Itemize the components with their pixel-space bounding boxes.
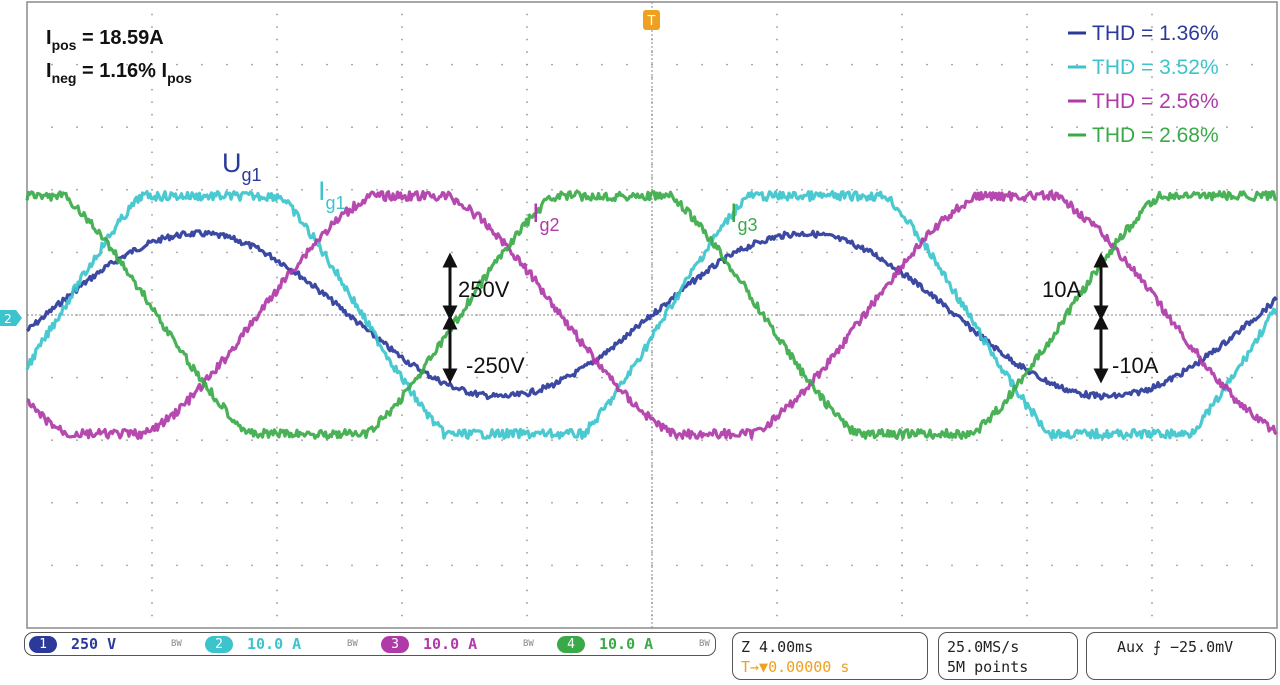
current-neg-label: -10A [1112, 353, 1159, 378]
waveforms [25, 190, 1278, 440]
legend: THD = 1.36% THD = 3.52% THD = 2.56% THD = 2… [1068, 22, 1219, 147]
timebase-readout[interactable]: Z 4.00ms T→▼0.00000 s [732, 632, 928, 680]
status-bar: 1 250 V BW 2 10.0 A BW 3 10.0 A BW 4 10.… [24, 632, 1276, 680]
ig3-label: Ig3 [730, 198, 758, 235]
channel-3-scale: 10.0 A [423, 635, 478, 653]
legend-label: THD = 3.52% [1092, 56, 1219, 79]
trigger-position-value: 0.00000 s [768, 658, 850, 676]
svg-text:2: 2 [4, 312, 12, 326]
channel-2-ground-marker-icon[interactable]: 2 [0, 310, 22, 326]
record-length: 5M points [947, 658, 1029, 676]
timebase-value: Z 4.00ms [741, 638, 814, 656]
ug1-label: Ug1 [222, 148, 262, 185]
channel-1-badge: 1 [29, 635, 57, 653]
svg-text:T: T [647, 14, 656, 29]
waveform-i-g3 [25, 190, 1278, 440]
channel-2-badge: 2 [205, 635, 233, 653]
channel-2-readout[interactable]: 2 10.0 A BW [205, 635, 373, 653]
ig2-label: Ig2 [532, 198, 560, 235]
waveform-i-g1 [25, 190, 1278, 440]
current-pos-label: 10A [1042, 277, 1081, 302]
channel-readouts: 1 250 V BW 2 10.0 A BW 3 10.0 A BW 4 10.… [24, 632, 716, 656]
ig1-label: Ig1 [318, 176, 346, 213]
channel-3-badge: 3 [381, 635, 409, 653]
bandwidth-limit-icon: BW [523, 639, 534, 649]
bandwidth-limit-icon: BW [699, 639, 710, 649]
trigger-marker-icon[interactable]: T [643, 10, 660, 30]
trigger-readout[interactable]: Aux ⨍ −25.0mV [1086, 632, 1276, 680]
ineg-annotation: Ineg = 1.16% Ipos [46, 60, 192, 86]
bandwidth-limit-icon: BW [347, 639, 358, 649]
voltage-pos-label: 250V [458, 277, 510, 302]
legend-label: THD = 1.36% [1092, 22, 1219, 45]
sample-rate: 25.0MS/s [947, 638, 1020, 656]
channel-1-scale: 250 V [71, 635, 117, 653]
trigger-position: T→▼0.00000 s [741, 657, 927, 677]
aux-trigger-level: Aux ⨍ −25.0mV [1117, 638, 1234, 656]
waveform-i-g2 [26, 190, 1278, 440]
channel-4-scale: 10.0 A [599, 635, 654, 653]
channel-1-readout[interactable]: 1 250 V BW [29, 635, 197, 653]
channel-2-scale: 10.0 A [247, 635, 302, 653]
ipos-annotation: Ipos = 18.59A [46, 27, 164, 53]
channel-4-badge: 4 [557, 635, 585, 653]
legend-label: THD = 2.68% [1092, 124, 1219, 147]
channel-3-readout[interactable]: 3 10.0 A BW [381, 635, 549, 653]
trigger-position-icon: T→▼ [741, 658, 769, 676]
channel-4-readout[interactable]: 4 10.0 A BW [557, 635, 725, 653]
waveform-u-g1 [26, 229, 1278, 401]
legend-label: THD = 2.56% [1092, 90, 1219, 113]
acquisition-readout[interactable]: 25.0MS/s 5M points [938, 632, 1078, 680]
bandwidth-limit-icon: BW [171, 639, 182, 649]
voltage-neg-label: -250V [466, 353, 525, 378]
